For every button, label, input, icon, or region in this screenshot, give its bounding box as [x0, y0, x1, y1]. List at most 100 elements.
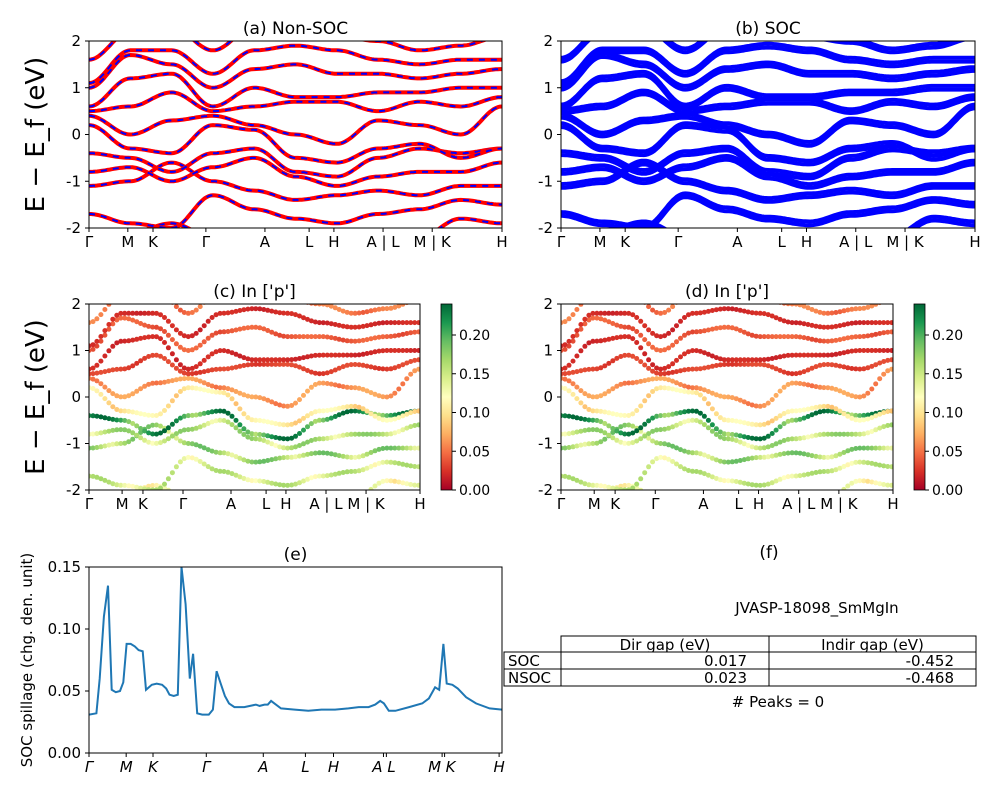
band-point: [388, 431, 394, 437]
band-point: [412, 409, 418, 414]
band-point: [169, 351, 175, 357]
band-point: [809, 336, 815, 342]
band-point: [384, 417, 390, 423]
band-point: [741, 399, 747, 405]
band-point: [130, 337, 136, 343]
band-point: [674, 323, 679, 329]
x-tick-label: L: [387, 758, 395, 776]
band-point: [562, 342, 568, 348]
band-point: [857, 348, 863, 353]
band-point: [118, 310, 124, 316]
band-point: [293, 510, 298, 515]
band-point: [690, 511, 695, 516]
band-point: [741, 434, 747, 440]
band-point: [598, 439, 604, 445]
band-point: [757, 445, 763, 451]
band-point: [372, 413, 378, 419]
band-point: [392, 478, 398, 484]
band-point: [229, 309, 235, 315]
band-point: [328, 304, 334, 309]
band-point: [853, 446, 859, 451]
band-point: [245, 429, 251, 435]
band-point: [249, 431, 255, 437]
band-point: [360, 386, 366, 392]
x-tick-label: Γ: [85, 233, 94, 251]
band-point: [332, 471, 338, 477]
band-point: [261, 396, 267, 402]
band-point: [142, 310, 148, 316]
band-point: [686, 384, 691, 390]
band-point: [126, 408, 132, 414]
x-tick-label: K: [148, 758, 159, 776]
band-point: [233, 454, 239, 460]
band-point: [777, 476, 783, 482]
band-point: [598, 310, 604, 316]
band-point: [686, 468, 691, 473]
band-point: [590, 366, 596, 372]
band-point: [626, 431, 632, 437]
band-point: [713, 457, 719, 463]
band-point: [861, 459, 867, 465]
band-point: [825, 385, 831, 391]
band-point: [162, 329, 167, 334]
band-point: [805, 414, 811, 419]
band-point: [737, 361, 743, 367]
band-point: [889, 348, 893, 353]
band-point: [606, 319, 612, 325]
band-point: [170, 490, 175, 495]
band-point: [336, 405, 342, 411]
band-point: [865, 365, 871, 371]
band-point: [849, 320, 855, 326]
band-point: [809, 470, 815, 476]
band-point: [301, 315, 306, 321]
band-point: [618, 354, 624, 359]
band-point: [122, 310, 128, 316]
band-point: [710, 511, 715, 516]
band-point: [118, 427, 124, 433]
band-point: [408, 371, 414, 377]
band-point: [833, 310, 839, 315]
band-point: [861, 320, 867, 326]
y-tick-label: 1: [71, 342, 81, 360]
band-point: [582, 494, 587, 499]
band-point: [777, 354, 783, 360]
band-point: [642, 398, 648, 404]
band-point: [857, 445, 863, 451]
band-point: [138, 485, 144, 490]
band-point: [765, 356, 771, 362]
band-point: [281, 333, 287, 339]
band-point: [177, 428, 183, 434]
band-point: [90, 386, 96, 391]
band-point: [853, 320, 859, 326]
band-point: [237, 326, 243, 332]
band-point: [408, 445, 414, 451]
band-point: [571, 499, 576, 504]
band-point: [154, 487, 159, 490]
band-point: [273, 401, 279, 407]
band-point: [364, 451, 370, 457]
x-tick-label: Γ: [557, 233, 566, 251]
band-point: [705, 417, 711, 423]
band-point: [729, 418, 735, 423]
band-point: [142, 383, 148, 389]
band-point: [400, 331, 406, 337]
band-point: [197, 361, 203, 367]
band-point: [380, 446, 386, 451]
band-point: [384, 413, 390, 419]
band-point: [312, 319, 318, 325]
band-point: [297, 364, 302, 370]
y-tick-label: 0.05: [48, 682, 81, 700]
band-point: [261, 361, 267, 367]
band-point: [737, 419, 743, 425]
band-point: [269, 441, 275, 447]
band-point: [686, 366, 691, 372]
band-line-dash: [89, 194, 502, 228]
band-point: [650, 307, 656, 313]
band-point: [106, 416, 112, 422]
band-point: [98, 391, 104, 397]
band-point: [638, 436, 644, 442]
band-point: [344, 352, 350, 358]
band-point: [753, 422, 759, 428]
band-point: [745, 401, 751, 407]
band-point: [825, 403, 831, 409]
